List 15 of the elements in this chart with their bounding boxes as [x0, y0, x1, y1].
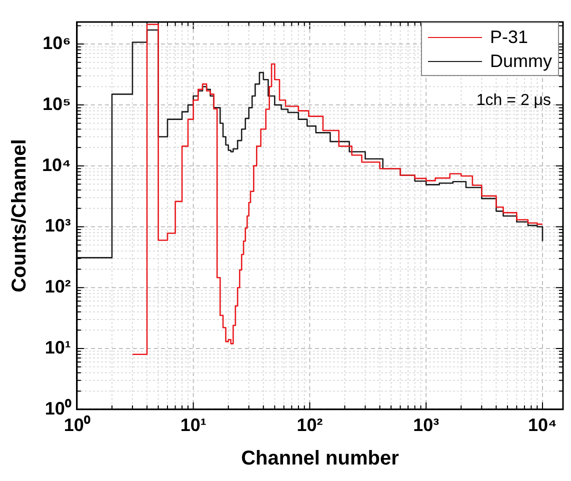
y-tick-label: 10¹ — [44, 337, 71, 358]
x-tick-label: 10⁴ — [528, 415, 557, 436]
text: P-31 — [490, 26, 528, 48]
x-tick-label: 10³ — [413, 415, 440, 436]
y-tick-label: 10⁴ — [42, 154, 71, 175]
x-tick-label: 10¹ — [180, 415, 206, 436]
y-tick-label: 10³ — [44, 216, 71, 236]
x-tick-label: 10² — [296, 415, 323, 436]
y-tick-label: 10⁵ — [42, 94, 71, 114]
legend-label: Dummy — [490, 50, 552, 72]
y-tick-label: 10² — [44, 276, 71, 297]
annotation: 1ch = 2 μs — [476, 92, 551, 110]
y-axis-title: Counts/Channel — [8, 139, 31, 292]
y-tick-label: 10⁶ — [42, 32, 71, 53]
x-axis-title: Channel number — [241, 448, 400, 470]
